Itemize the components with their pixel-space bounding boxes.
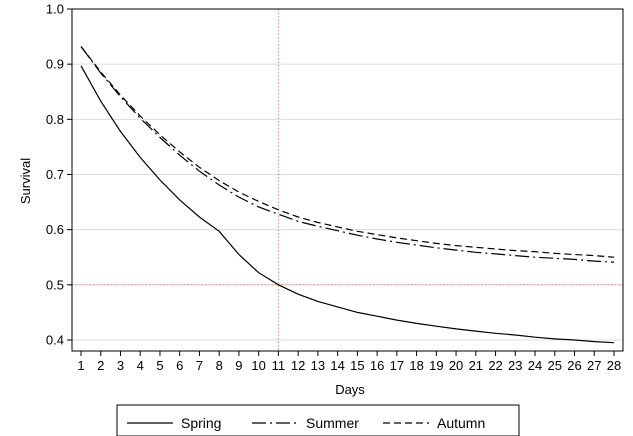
x-tick-label: 12	[291, 358, 305, 373]
series-line-autumn	[80, 46, 615, 258]
legend: Spring Summer Autumn	[116, 404, 520, 436]
y-tick-label: 0.8	[46, 112, 64, 127]
x-tick-label: 5	[156, 358, 163, 373]
reference-lines	[72, 9, 623, 351]
x-tick-label: 8	[216, 358, 223, 373]
x-tick-label: 22	[488, 358, 502, 373]
y-tick-label: 1.0	[46, 2, 64, 17]
x-tick-label: 1	[77, 358, 84, 373]
x-tick-label: 27	[587, 358, 601, 373]
y-tick-label: 0.4	[46, 332, 64, 347]
x-tick-label: 3	[117, 358, 124, 373]
x-tick-label: 17	[390, 358, 404, 373]
x-tick-label: 19	[429, 358, 443, 373]
x-tick-label: 7	[196, 358, 203, 373]
y-axis: 0.4 0.5 0.6 0.7 0.8 0.9 1.0	[46, 2, 72, 347]
x-tick-label: 10	[251, 358, 265, 373]
x-axis-label: Days	[335, 382, 365, 397]
y-tick-label: 0.7	[46, 167, 64, 182]
x-tick-label: 6	[176, 358, 183, 373]
x-tick-label: 11	[272, 358, 286, 373]
series-lines	[80, 46, 615, 344]
x-tick-label: 25	[548, 358, 562, 373]
x-tick-label: 26	[567, 358, 581, 373]
y-tick-label: 0.6	[46, 222, 64, 237]
x-tick-label: 23	[508, 358, 522, 373]
legend-label-summer: Summer	[306, 415, 359, 431]
x-tick-label: 21	[469, 358, 483, 373]
x-tick-label: 4	[137, 358, 144, 373]
x-tick-label: 18	[409, 358, 423, 373]
x-tick-label: 24	[528, 358, 542, 373]
series-line-spring	[80, 65, 615, 344]
y-axis-label: Survival	[18, 158, 33, 204]
plot-frame	[71, 8, 624, 352]
legend-box	[116, 404, 520, 436]
x-tick-label: 16	[370, 358, 384, 373]
series-line-summer	[80, 46, 615, 263]
legend-label-autumn: Autumn	[437, 415, 485, 431]
x-tick-label: 28	[607, 358, 621, 373]
x-tick-label: 14	[330, 358, 344, 373]
x-tick-label: 20	[449, 358, 463, 373]
x-tick-label: 13	[311, 358, 325, 373]
y-tick-label: 0.5	[46, 277, 64, 292]
legend-label-spring: Spring	[181, 415, 221, 431]
x-axis: 1 2 3 4 5 6 7 8 9 10 11 12 13 14 15 16 17 18 19 20 21 22 23 24 2…	[77, 351, 621, 373]
x-tick-label: 15	[350, 358, 364, 373]
x-tick-label: 2	[97, 358, 104, 373]
x-tick-label: 9	[235, 358, 242, 373]
y-tick-label: 0.9	[46, 57, 64, 72]
